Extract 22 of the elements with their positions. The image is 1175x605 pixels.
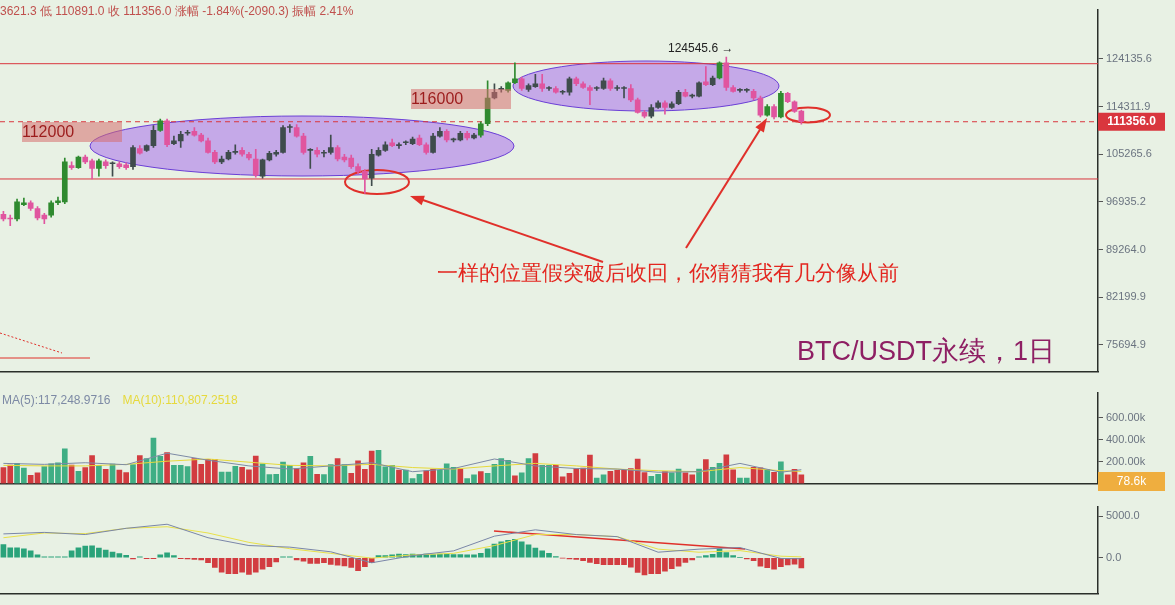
y-tick-label: 0.0 [1106, 550, 1122, 563]
y-tick-label: 96935.2 [1106, 194, 1146, 207]
annotation: 116000 [411, 89, 511, 109]
text: 78.6k [1098, 472, 1165, 491]
text: MA(5):117,248.9716 [2, 392, 111, 407]
y-tick-label: 600.00k [1106, 410, 1146, 423]
y-tick-label: 5000.0 [1106, 509, 1140, 522]
annotation: 一样的位置假突破后收回，你猜猜我有几分像从前 [437, 260, 899, 286]
annotation: 112000 [22, 122, 122, 142]
text: BTC/USDT永续，1日 [797, 335, 1056, 368]
y-tick-label: 124135.6 [1106, 51, 1152, 64]
y-tick-label: 200.00k [1106, 454, 1146, 467]
annotation: 124545.6 → [668, 41, 734, 55]
y-tick-label: 400.00k [1106, 432, 1146, 445]
y-tick-label: 75694.9 [1106, 337, 1146, 350]
ref-line-label: 111356.0 [1107, 114, 1157, 129]
y-tick-label: 114311.9 [1106, 99, 1151, 112]
text: MA(10):110,807.2518 [122, 392, 239, 407]
y-tick-label: 89264.0 [1106, 242, 1146, 255]
y-tick-label: 105265.6 [1106, 147, 1152, 160]
y-tick-label: 82199.9 [1106, 290, 1146, 303]
annotation: 3621.3 低 110891.0 收 111356.0 涨幅 -1.84%(-2090.3) 振幅 2.41% [0, 3, 354, 20]
